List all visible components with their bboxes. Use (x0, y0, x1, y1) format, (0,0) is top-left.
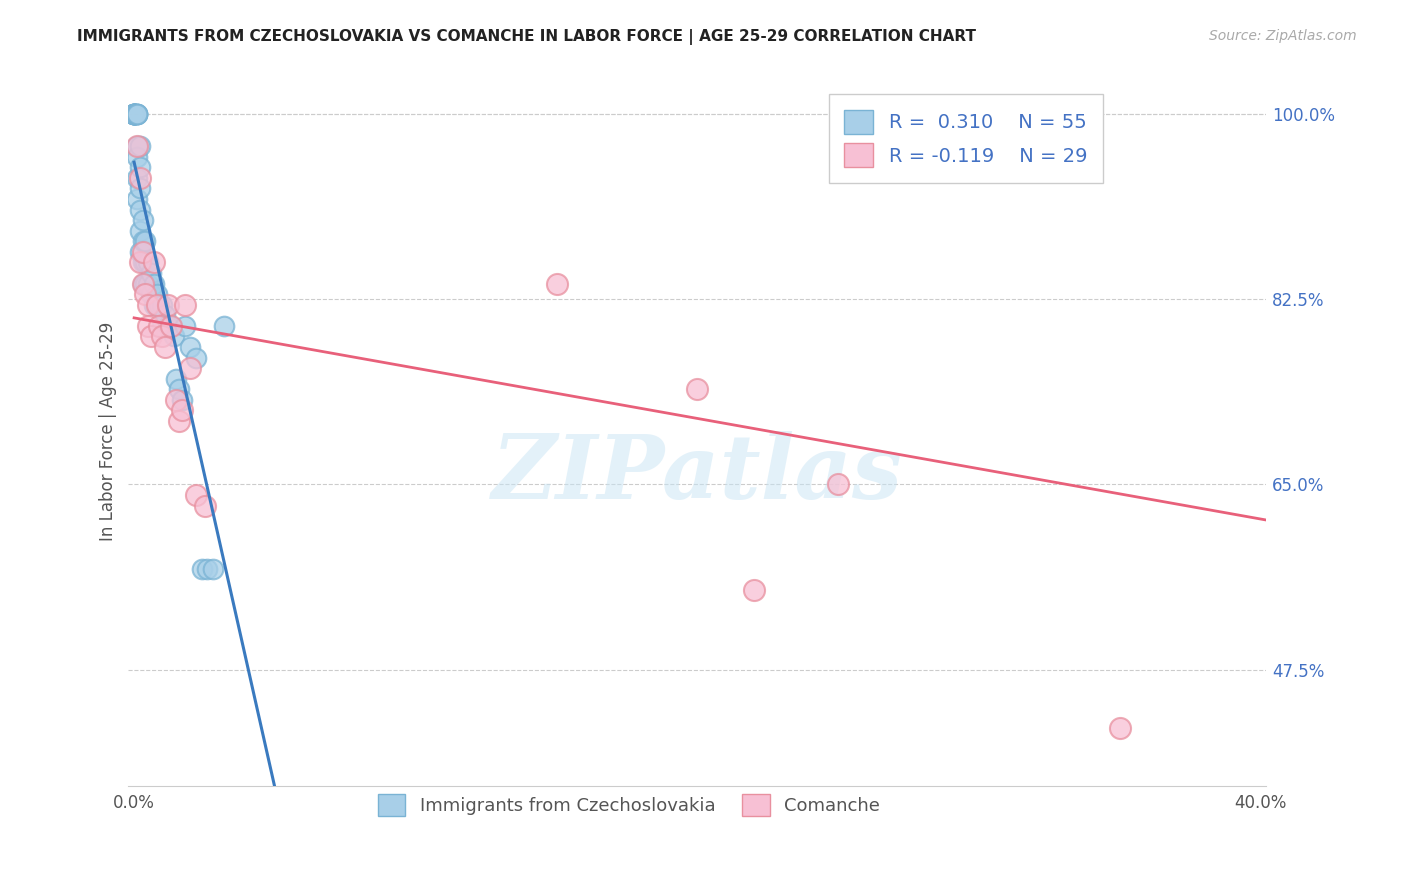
Point (125, 139, 148, 153)
Point (165, 372, 187, 386)
Point (184, 488, 207, 502)
Point (142, 298, 165, 312)
Point (686, 382, 709, 396)
Point (173, 298, 195, 312)
Point (134, 255, 156, 269)
Point (142, 277, 165, 291)
Point (125, 192, 148, 206)
Point (179, 361, 201, 376)
Point (125, 107, 148, 121)
Point (122, 107, 145, 121)
Point (122, 107, 145, 121)
Point (134, 287, 156, 301)
Point (131, 277, 153, 291)
Point (139, 266, 162, 280)
Point (122, 107, 145, 121)
Point (139, 287, 162, 301)
Point (128, 224, 150, 238)
Point (827, 477, 849, 491)
Point (131, 277, 153, 291)
Legend: Immigrants from Czechoslovakia, Comanche: Immigrants from Czechoslovakia, Comanche (370, 785, 889, 825)
Point (125, 107, 148, 121)
Point (148, 318, 170, 333)
Point (184, 351, 207, 365)
Point (125, 170, 148, 185)
Point (190, 562, 212, 576)
Point (170, 403, 193, 417)
Point (195, 562, 218, 576)
Point (173, 318, 195, 333)
Point (128, 170, 150, 185)
Point (1024, 107, 1046, 121)
Point (148, 298, 170, 312)
Point (170, 392, 193, 407)
Text: IMMIGRANTS FROM CZECHOSLOVAKIA VS COMANCHE IN LABOR FORCE | AGE 25-29 CORRELATIO: IMMIGRANTS FROM CZECHOSLOVAKIA VS COMANC… (77, 29, 976, 45)
Point (150, 318, 173, 333)
Y-axis label: In Labor Force | Age 25-29: In Labor Force | Age 25-29 (100, 322, 117, 541)
Point (136, 298, 159, 312)
Point (193, 499, 215, 513)
Point (145, 298, 167, 312)
Point (122, 107, 145, 121)
Point (159, 318, 181, 333)
Point (153, 309, 176, 323)
Point (212, 318, 235, 333)
Point (153, 340, 176, 354)
Point (159, 318, 181, 333)
Point (136, 277, 159, 291)
Point (156, 298, 179, 312)
Point (150, 298, 173, 312)
Point (134, 235, 156, 249)
Point (150, 329, 173, 343)
Point (136, 255, 159, 269)
Point (167, 414, 190, 428)
Point (179, 340, 201, 354)
Point (145, 287, 167, 301)
Point (131, 255, 153, 269)
Point (128, 255, 150, 269)
Point (165, 392, 187, 407)
Point (128, 202, 150, 217)
Point (128, 244, 150, 259)
Point (125, 107, 148, 121)
Point (167, 382, 190, 396)
Text: ZIPatlas: ZIPatlas (492, 431, 903, 517)
Point (122, 107, 145, 121)
Point (122, 107, 145, 121)
Point (1108, 721, 1130, 735)
Point (128, 139, 150, 153)
Point (128, 161, 150, 175)
Point (162, 329, 184, 343)
Point (122, 107, 145, 121)
Text: Source: ZipAtlas.com: Source: ZipAtlas.com (1209, 29, 1357, 43)
Point (131, 244, 153, 259)
Point (546, 277, 568, 291)
Point (136, 318, 159, 333)
Point (122, 107, 145, 121)
Point (134, 277, 156, 291)
Point (742, 583, 765, 598)
Point (128, 181, 150, 195)
Point (201, 562, 224, 576)
Point (142, 255, 165, 269)
Point (125, 107, 148, 121)
Point (125, 139, 148, 153)
Point (122, 107, 145, 121)
Point (122, 107, 145, 121)
Point (131, 235, 153, 249)
Point (125, 150, 148, 164)
Point (131, 213, 153, 227)
Point (156, 318, 179, 333)
Point (139, 329, 162, 343)
